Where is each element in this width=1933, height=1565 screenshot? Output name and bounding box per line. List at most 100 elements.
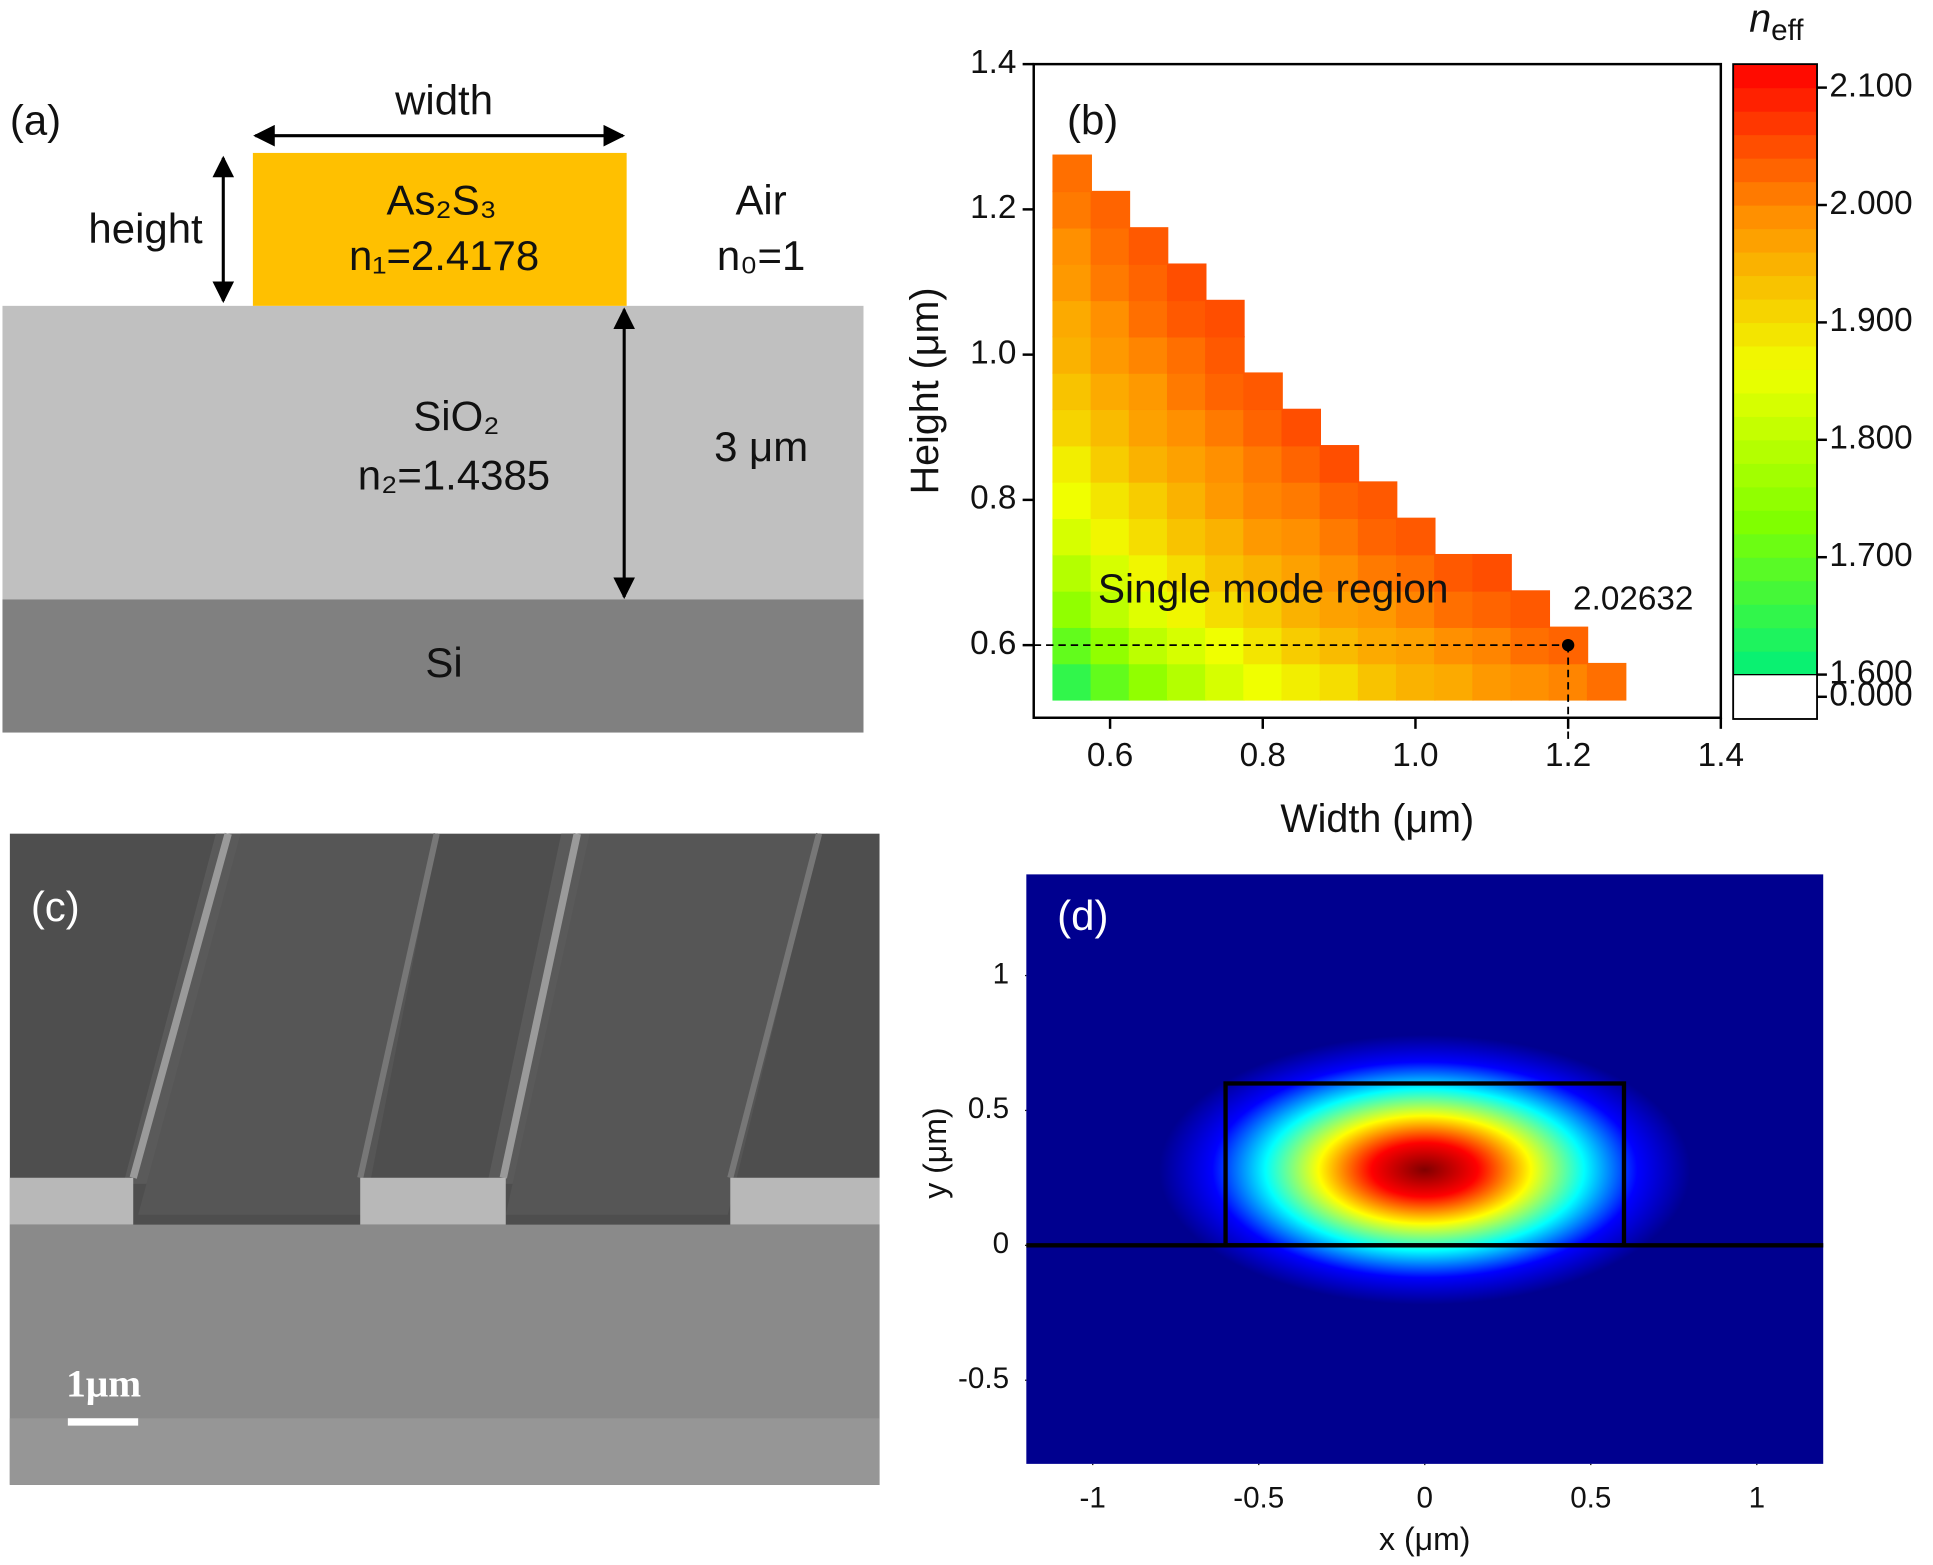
point-label: 2.02632 <box>1573 580 1693 617</box>
contour-cell <box>1472 553 1512 592</box>
contour-cell <box>1128 517 1169 556</box>
contour-cell <box>1128 372 1169 411</box>
x-tick-label: 0 <box>1417 1481 1433 1514</box>
colorbar-band <box>1733 533 1818 558</box>
contour-cell <box>1243 481 1283 520</box>
contour-cell <box>1166 445 1207 483</box>
contour-cell <box>1166 263 1207 302</box>
contour-cell <box>1205 336 1245 374</box>
colorbar-band <box>1733 604 1818 629</box>
contour-cell <box>1281 553 1322 592</box>
contour-cell <box>1205 408 1245 447</box>
contour-cell <box>1128 263 1169 302</box>
contour-cell <box>1395 517 1436 556</box>
contour-cell <box>1052 190 1092 229</box>
colorbar-band <box>1733 416 1818 441</box>
edge <box>129 832 232 1179</box>
contour-cell <box>1090 190 1131 229</box>
contour-cell <box>1243 590 1283 628</box>
contour-cell <box>1434 662 1474 701</box>
film <box>730 1177 880 1225</box>
contour-cell <box>1090 662 1131 701</box>
contour-cell <box>1510 662 1551 701</box>
edge <box>357 833 440 1179</box>
contour-cell <box>1205 299 1245 338</box>
colorbar-band <box>1733 251 1818 277</box>
plot-frame <box>1032 62 1723 719</box>
colorbar-band <box>1733 557 1818 582</box>
contour-cell <box>1052 408 1092 447</box>
contour-cell <box>1052 372 1092 411</box>
contour-cell <box>1090 227 1131 265</box>
contour-cell <box>1472 590 1512 628</box>
waveguide <box>138 833 438 1215</box>
sio2-label: SiO₂ <box>413 392 499 439</box>
core-index: n₁=2.4178 <box>349 232 539 279</box>
contour-cell <box>1586 662 1627 701</box>
contour-cell <box>1166 481 1207 520</box>
x-tick-label: 1.4 <box>1698 737 1744 774</box>
contour-cell <box>1205 481 1245 520</box>
x-axis-title: x (μm) <box>1379 1521 1470 1557</box>
x-tick-label: 1.2 <box>1545 737 1591 774</box>
film <box>360 1177 506 1225</box>
contour-cell <box>1128 336 1169 374</box>
colorbar-tick-label: 2.100 <box>1829 67 1912 104</box>
contour-cell <box>1052 481 1092 520</box>
contour-cell <box>1205 553 1245 592</box>
waveguide <box>505 833 821 1215</box>
contour-cell <box>1166 517 1207 556</box>
colorbar-band <box>1733 205 1818 230</box>
contour-cell <box>1052 553 1092 592</box>
contour-cell <box>1434 553 1474 592</box>
annotation: Single mode region <box>1098 566 1449 612</box>
x-tick-label: -0.5 <box>1233 1481 1284 1514</box>
contour-cell <box>1510 590 1551 628</box>
colorbar-band <box>1733 158 1818 183</box>
panel-label: (c) <box>31 883 80 930</box>
colorbar-tick-label: 2.000 <box>1829 185 1912 222</box>
contour-cell <box>1052 299 1092 338</box>
contour-cell <box>1395 553 1436 592</box>
contour-cell <box>1243 553 1283 592</box>
colorbar-title: neff <box>1749 0 1804 47</box>
colorbar-frame <box>1732 63 1818 720</box>
contour-cell <box>1052 517 1092 556</box>
thickness-label: 3 μm <box>714 423 808 470</box>
colorbar-band <box>1733 439 1818 464</box>
contour-cell <box>1281 481 1322 520</box>
x-axis-title: Width (μm) <box>1280 797 1474 841</box>
colorbar-band <box>1733 134 1818 159</box>
x-tick-label: 0.5 <box>1570 1481 1611 1514</box>
y-axis-title: y (μm) <box>917 1107 953 1198</box>
contour-cell <box>1281 445 1322 483</box>
contour-cell <box>1090 481 1131 520</box>
contour-cell <box>1243 517 1283 556</box>
contour-cell <box>1357 481 1398 520</box>
height-label: height <box>88 205 203 252</box>
colorbar-band <box>1733 580 1818 605</box>
contour-cell <box>1319 517 1360 556</box>
scale-bar-label: 1μm <box>66 1361 141 1405</box>
x-tick-label: -1 <box>1080 1481 1106 1514</box>
colorbar-subscript: eff <box>1771 14 1804 47</box>
colorbar-band <box>1733 345 1818 370</box>
contour-cell <box>1281 517 1322 556</box>
y-tick-label: 1.2 <box>970 189 1016 226</box>
contour-cell <box>1243 372 1283 411</box>
colorbar-band <box>1733 627 1818 652</box>
contour-cell <box>1052 336 1092 374</box>
contour-field <box>1052 154 1627 701</box>
si-label: Si <box>425 639 462 686</box>
contour-cell <box>1166 553 1207 592</box>
contour-cell <box>1395 662 1436 701</box>
contour-cell <box>1281 408 1322 447</box>
contour-cell <box>1205 662 1245 701</box>
colorbar-band <box>1733 651 1818 676</box>
colorbar-band <box>1733 369 1818 394</box>
contour-cell <box>1128 481 1169 520</box>
contour-cell <box>1090 372 1131 411</box>
waveguide-outline <box>1223 1081 1627 1248</box>
contour-cell <box>1357 517 1398 556</box>
colorbar-tick-label: 1.600 <box>1829 654 1912 691</box>
